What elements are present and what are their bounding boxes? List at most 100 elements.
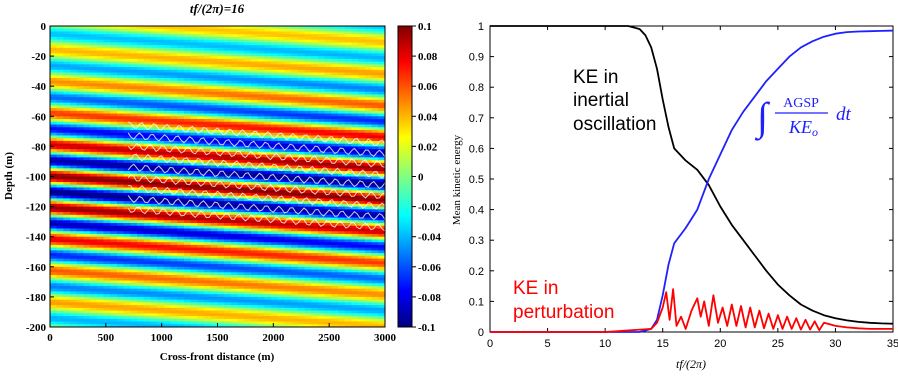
heatmap-cell	[170, 56, 178, 60]
heatmap-cell	[143, 258, 152, 262]
heatmap-cell	[264, 110, 272, 115]
heatmap-cell	[318, 127, 326, 131]
heatmap-cell	[338, 124, 346, 128]
heatmap-cell	[137, 36, 145, 41]
heatmap-cell	[318, 99, 326, 104]
heatmap-cell	[76, 233, 85, 238]
heatmap-cell	[284, 173, 292, 178]
heatmap-cell	[271, 299, 279, 303]
heatmap-cell	[163, 110, 172, 115]
heatmap-cell	[204, 124, 212, 128]
heatmap-cell	[103, 113, 111, 117]
heatmap-cell	[257, 58, 265, 63]
heatmap-cell	[237, 250, 245, 254]
heatmap-cell	[110, 324, 118, 327]
heatmap-cell	[324, 132, 332, 137]
heatmap-cell	[197, 26, 205, 30]
heatmap-cell	[257, 47, 265, 52]
heatmap-cell	[63, 310, 71, 314]
heatmap-cell	[63, 77, 71, 82]
heatmap-cell	[338, 67, 346, 71]
heatmap-cell	[304, 77, 312, 82]
heatmap-cell	[117, 236, 125, 241]
heatmap-cell	[163, 45, 172, 49]
heatmap-cell	[224, 223, 232, 227]
heatmap-cell	[103, 294, 111, 298]
heatmap-cell	[331, 75, 339, 79]
heatmap-cell	[76, 228, 85, 232]
heatmap-cell	[304, 113, 312, 117]
heatmap-cell	[170, 299, 178, 303]
heatmap-cell	[338, 209, 346, 213]
heatmap-cell	[117, 45, 125, 49]
heatmap-cell	[237, 302, 245, 306]
heatmap-cell	[331, 160, 339, 164]
heatmap-cell	[117, 244, 125, 249]
heatmap-cell	[96, 154, 105, 158]
heatmap-cell	[157, 307, 165, 312]
heatmap-cell	[217, 206, 225, 210]
heatmap-cell	[184, 212, 192, 216]
heatmap-cell	[130, 47, 138, 52]
heatmap-cell	[76, 135, 85, 139]
heatmap-cell	[318, 154, 326, 158]
heatmap-cell	[344, 305, 353, 309]
heatmap-cell	[150, 313, 158, 317]
heatmap-cell	[90, 283, 98, 287]
heatmap-cell	[311, 181, 319, 186]
heatmap-cell	[244, 69, 252, 74]
heatmap-cell	[351, 31, 359, 35]
heatmap-cell	[264, 61, 272, 65]
heatmap-cell	[157, 127, 165, 131]
heatmap-cell	[338, 247, 346, 251]
heatmap-cell	[291, 171, 299, 175]
heatmap-cell	[311, 261, 319, 265]
heatmap-cell	[56, 285, 64, 290]
heatmap-cell	[284, 231, 292, 235]
heatmap-cell	[157, 94, 165, 98]
heatmap-cell	[83, 321, 91, 325]
heatmap-cell	[311, 198, 319, 202]
heatmap-cell	[204, 80, 212, 85]
heatmap-cell	[163, 261, 172, 265]
heatmap-cell	[150, 99, 158, 104]
heatmap-cell	[351, 28, 359, 33]
heatmap-cell	[224, 143, 232, 147]
heatmap-cell	[83, 255, 91, 260]
heatmap-cell	[83, 99, 91, 104]
heatmap-cell	[110, 299, 118, 303]
heatmap-cell	[224, 280, 232, 284]
heatmap-cell	[63, 124, 71, 128]
heatmap-cell	[96, 184, 105, 189]
heatmap-cell	[130, 151, 138, 156]
heatmap-cell	[291, 91, 299, 96]
heatmap-cell	[271, 168, 279, 172]
heatmap-cell	[318, 296, 326, 301]
heatmap-cell	[96, 47, 105, 52]
heatmap-cell	[291, 233, 299, 238]
heatmap-cell	[190, 36, 198, 41]
heatmap-cell	[50, 45, 58, 49]
heatmap-cell	[251, 313, 259, 317]
heatmap-cell	[190, 149, 198, 153]
heatmap-cell	[190, 179, 198, 183]
heatmap-cell	[103, 307, 111, 312]
heatmap-cell	[163, 129, 172, 134]
heatmap-cell	[110, 162, 118, 167]
heatmap-cell	[318, 36, 326, 41]
heatmap-cell	[224, 217, 232, 221]
heatmap-cell	[331, 154, 339, 158]
heatmap-cell	[63, 324, 71, 327]
heatmap-cell	[204, 121, 212, 126]
heatmap-cell	[130, 285, 138, 290]
heatmap-cell	[63, 192, 71, 197]
heatmap-cell	[177, 94, 185, 98]
heatmap-cell	[123, 190, 131, 194]
heatmap-cell	[210, 135, 219, 139]
heatmap-cell	[304, 39, 312, 44]
heatmap-cell	[117, 239, 125, 243]
heatmap-cell	[143, 187, 152, 191]
heatmap-cell	[123, 168, 131, 172]
heatmap-cell	[117, 206, 125, 210]
heatmap-cell	[157, 113, 165, 117]
